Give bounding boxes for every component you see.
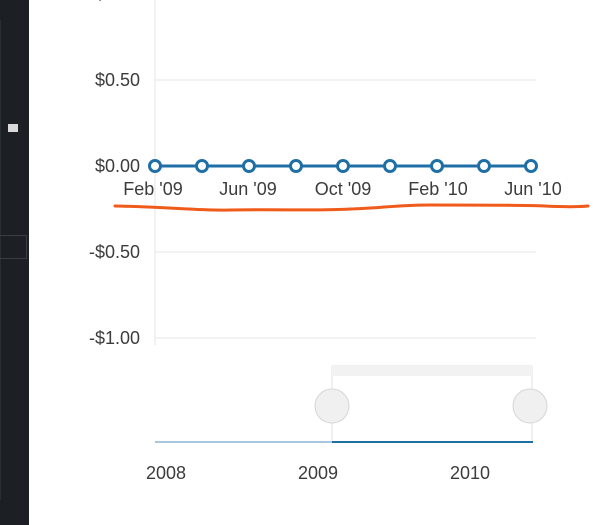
series-group xyxy=(148,159,538,173)
x-tick-label: Jun '09 xyxy=(219,179,276,199)
data-point[interactable] xyxy=(430,159,444,173)
navigator-left-handle[interactable] xyxy=(314,388,350,424)
x-tick-label: Jun '10 xyxy=(504,179,561,199)
y-tick-label: $0.00 xyxy=(95,156,140,176)
data-point[interactable] xyxy=(477,159,491,173)
x-tick-label: Feb '10 xyxy=(408,179,467,199)
navigator-tick-label: 2009 xyxy=(298,463,338,483)
panel-divider xyxy=(0,20,1,500)
data-point[interactable] xyxy=(383,159,397,173)
y-tick-label: -$0.50 xyxy=(89,242,140,262)
y-tick-label: $0.50 xyxy=(95,70,140,90)
panel-marker xyxy=(8,124,18,132)
y-tick-labels: $1.00 $0.50 $0.00 -$0.50 -$1.00 xyxy=(89,0,140,348)
data-point[interactable] xyxy=(336,159,350,173)
navigator-tick-labels: 2008 2009 2010 xyxy=(146,463,490,483)
y-tick-label: -$1.00 xyxy=(89,328,140,348)
navigator-tick-label: 2008 xyxy=(146,463,186,483)
x-tick-label: Feb '09 xyxy=(123,179,182,199)
range-navigator[interactable] xyxy=(155,365,548,443)
panel-box xyxy=(0,235,27,259)
data-point[interactable] xyxy=(195,159,209,173)
data-point[interactable] xyxy=(524,159,538,173)
x-tick-labels: Feb '09 Jun '09 Oct '09 Feb '10 Jun '10 xyxy=(123,179,561,199)
data-point[interactable] xyxy=(148,159,162,173)
x-tick-label: Oct '09 xyxy=(315,179,371,199)
y-tick-label: $1.00 xyxy=(95,0,140,4)
navigator-tick-label: 2010 xyxy=(450,463,490,483)
data-point[interactable] xyxy=(289,159,303,173)
navigator-top-band xyxy=(332,366,532,376)
hand-drawn-underline xyxy=(113,203,590,212)
left-dark-panel xyxy=(0,0,29,525)
navigator-right-handle[interactable] xyxy=(512,388,548,424)
data-point[interactable] xyxy=(242,159,256,173)
navigator-selection[interactable] xyxy=(331,365,533,443)
